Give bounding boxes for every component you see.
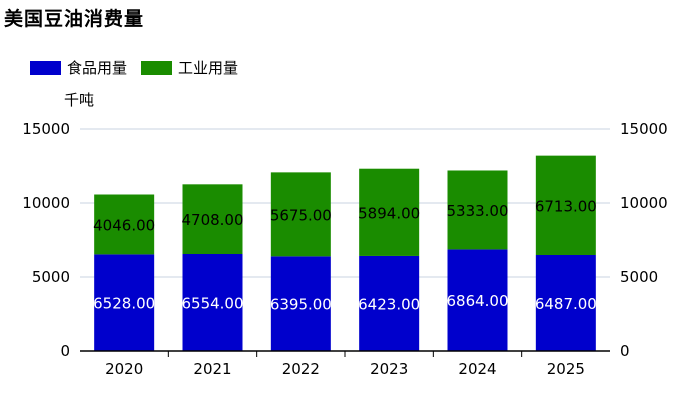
data-label-industrial: 4046.00 [93,216,155,234]
legend-label-industrial: 工业用量 [178,59,239,77]
data-label-food: 6554.00 [181,295,243,313]
bar-industrial [270,172,331,257]
data-label-industrial: 5333.00 [446,202,508,220]
y-tick-label-right: 5000 [620,268,658,286]
y-tick-label-right: 0 [620,342,630,360]
bar-industrial [359,168,420,256]
data-label-industrial: 6713.00 [535,197,597,215]
data-label-industrial: 4708.00 [181,211,243,229]
y-axis-unit-label: 千吨 [64,91,95,109]
x-tick-label: 2020 [105,360,143,378]
y-tick-label-left: 10000 [22,194,70,212]
bar-food [182,254,243,351]
x-tick-label: 2021 [193,360,231,378]
bar-food [447,249,508,351]
data-label-food: 6864.00 [446,292,508,310]
bar-food [94,254,155,351]
bar-industrial [447,170,508,250]
bar-industrial [94,194,155,255]
data-label-food: 6487.00 [535,295,597,313]
bar-industrial [182,184,243,255]
data-label-food: 6395.00 [270,296,332,314]
data-label-industrial: 5675.00 [270,206,332,224]
bar-food [535,254,596,351]
y-tick-label-left: 15000 [22,120,70,138]
legend: 食品用量 工业用量 [30,57,252,78]
legend-swatch-industrial [141,60,173,75]
y-tick-label-right: 15000 [620,120,668,138]
y-tick-label-right: 10000 [620,194,668,212]
bar-industrial [535,155,596,255]
bar-food [270,256,331,351]
x-tick-label: 2023 [370,360,408,378]
x-tick-label: 2025 [547,360,585,378]
legend-swatch-food [30,60,61,75]
x-tick-label: 2024 [458,360,496,378]
legend-label-food: 食品用量 [67,59,128,77]
x-tick-label: 2022 [282,360,320,378]
data-label-industrial: 5894.00 [358,204,420,222]
chart-title: 美国豆油消费量 [4,8,145,30]
y-tick-label-left: 5000 [32,268,70,286]
data-label-food: 6528.00 [93,295,155,313]
bar-food [359,255,420,351]
data-label-food: 6423.00 [358,295,420,313]
legend-item-industrial[interactable]: 工业用量 [141,57,238,78]
legend-item-food[interactable]: 食品用量 [30,57,127,78]
y-tick-label-left: 0 [60,342,70,360]
